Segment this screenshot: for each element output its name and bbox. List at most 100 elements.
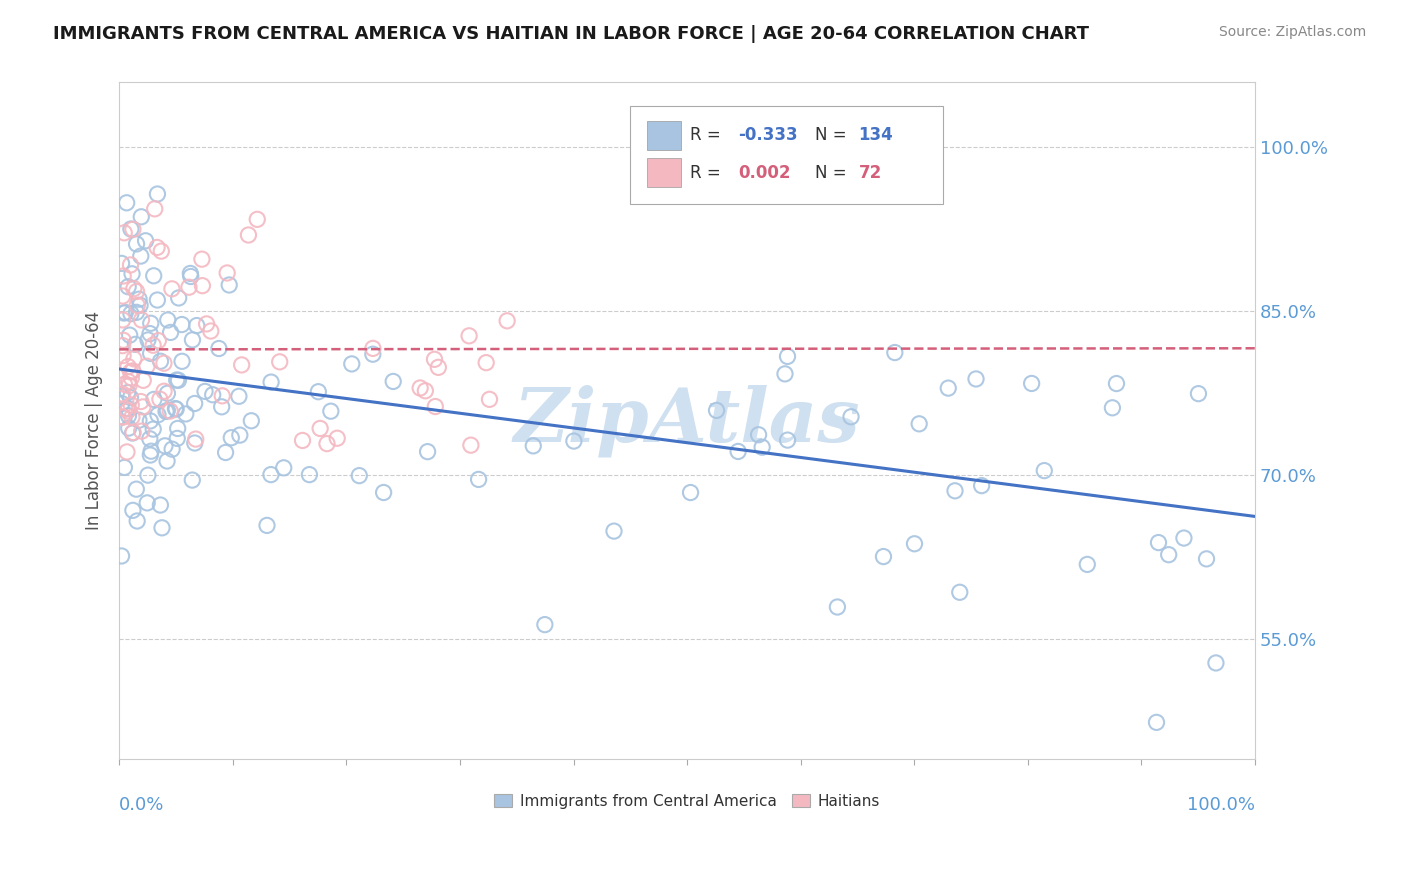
Point: [181, 333, 204, 347]
Point: [903, 537, 925, 551]
Point: [240, 414, 263, 428]
Point: [201, 388, 224, 402]
Point: [319, 404, 342, 418]
Point: [118, 328, 141, 343]
Point: [129, 210, 152, 224]
Text: R =: R =: [690, 164, 727, 182]
Text: 0.0%: 0.0%: [120, 796, 165, 814]
Point: [121, 410, 143, 425]
Point: [603, 524, 626, 538]
Point: [156, 313, 179, 327]
Point: [149, 392, 172, 407]
Point: [136, 468, 159, 483]
Point: [174, 407, 197, 421]
Point: [496, 314, 519, 328]
Point: [458, 328, 481, 343]
Point: [298, 467, 321, 482]
Point: [679, 485, 702, 500]
Point: [159, 404, 181, 418]
Point: [1033, 464, 1056, 478]
Point: [229, 428, 252, 442]
Point: [166, 373, 188, 387]
Point: [373, 485, 395, 500]
Point: [186, 318, 208, 333]
Point: [142, 268, 165, 283]
Point: [149, 498, 172, 512]
Point: [776, 433, 799, 447]
Point: [231, 358, 253, 372]
Point: [117, 401, 139, 416]
Point: [382, 375, 405, 389]
Point: [118, 378, 141, 392]
Point: [228, 389, 250, 403]
Point: [415, 384, 437, 398]
Point: [522, 439, 544, 453]
Point: [1195, 552, 1218, 566]
Point: [112, 349, 135, 363]
Legend: Immigrants from Central America, Haitians: Immigrants from Central America, Haitian…: [494, 794, 880, 809]
Point: [150, 521, 173, 535]
Point: [361, 342, 384, 356]
Point: [256, 518, 278, 533]
Point: [153, 439, 176, 453]
Point: [706, 403, 728, 417]
Point: [776, 350, 799, 364]
Point: [1147, 535, 1170, 549]
Point: [872, 549, 894, 564]
Point: [183, 396, 205, 410]
Text: ZipAtlas: ZipAtlas: [513, 384, 860, 457]
Point: [110, 256, 132, 270]
Point: [191, 278, 214, 293]
FancyBboxPatch shape: [630, 105, 942, 203]
Point: [748, 427, 770, 442]
Point: [117, 404, 139, 418]
Point: [181, 473, 204, 487]
Point: [111, 338, 134, 352]
Point: [1187, 386, 1209, 401]
Point: [114, 305, 136, 319]
Point: [194, 384, 217, 399]
Point: [149, 354, 172, 368]
Point: [120, 365, 142, 379]
Point: [121, 425, 143, 440]
Point: [425, 400, 447, 414]
Point: [111, 409, 134, 424]
Point: [167, 291, 190, 305]
Point: [965, 372, 987, 386]
Point: [170, 318, 193, 332]
Point: [1205, 656, 1227, 670]
Point: [110, 549, 132, 563]
Point: [827, 600, 849, 615]
Point: [340, 357, 363, 371]
Point: [291, 434, 314, 448]
Point: [883, 345, 905, 359]
Point: [132, 400, 155, 414]
Point: [125, 482, 148, 496]
Point: [111, 313, 134, 327]
Point: [112, 268, 135, 283]
Point: [120, 371, 142, 385]
Point: [727, 444, 749, 458]
Point: [361, 347, 384, 361]
Point: [115, 445, 138, 459]
Point: [153, 384, 176, 399]
Point: [129, 394, 152, 409]
Point: [211, 389, 233, 403]
Text: Source: ZipAtlas.com: Source: ZipAtlas.com: [1219, 25, 1367, 39]
Point: [416, 444, 439, 458]
Point: [170, 354, 193, 368]
Point: [121, 364, 143, 378]
Point: [943, 483, 966, 498]
Point: [139, 414, 162, 428]
Point: [139, 346, 162, 360]
Point: [146, 408, 169, 422]
Text: 0.002: 0.002: [738, 164, 790, 182]
Point: [156, 454, 179, 468]
Point: [908, 417, 931, 431]
Point: [238, 227, 260, 242]
Point: [184, 432, 207, 446]
Point: [146, 186, 169, 201]
Point: [475, 356, 498, 370]
Point: [122, 425, 145, 440]
Point: [110, 389, 132, 403]
